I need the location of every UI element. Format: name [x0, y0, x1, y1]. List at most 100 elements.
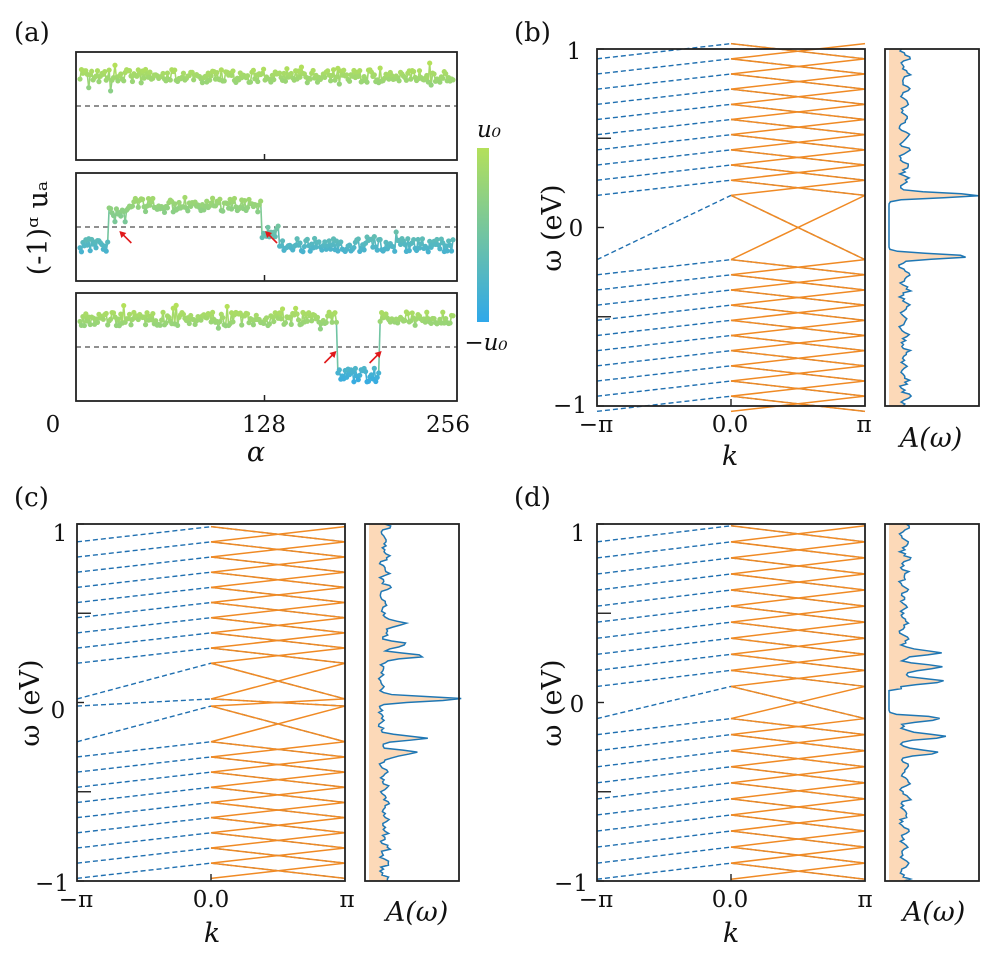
red-arrow-head — [119, 231, 127, 238]
data-point — [231, 195, 238, 202]
panel-d-band-frame — [596, 523, 866, 882]
colorbar — [477, 148, 489, 322]
data-point — [102, 243, 108, 249]
band-solid — [730, 557, 866, 575]
band-dashed — [596, 717, 732, 736]
dos-line — [377, 523, 462, 882]
data-point — [440, 75, 446, 81]
data-point — [355, 236, 361, 242]
data-point — [86, 85, 92, 91]
data-point — [182, 194, 188, 201]
panel-c-ytick-1: 1 — [53, 521, 68, 547]
data-point — [150, 195, 156, 202]
band-solid — [730, 73, 866, 90]
panel-b-xtick-neg-pi: −π — [579, 412, 613, 438]
data-point — [272, 234, 278, 240]
panel-a: (a) 0 128 256 α (-1)ᵅ uₐ u₀ −u₀ — [14, 18, 508, 468]
data-point — [102, 69, 108, 75]
data-point — [172, 67, 178, 73]
data-point — [277, 310, 283, 316]
band-dashed — [596, 42, 732, 60]
panel-a-frame-bottom — [75, 292, 458, 402]
band-solid — [210, 786, 346, 804]
band-solid — [730, 289, 866, 306]
data-point — [284, 66, 290, 72]
band-solid — [730, 846, 866, 864]
profile-segment — [175, 305, 179, 326]
panel-b-bands — [596, 42, 866, 413]
data-point — [310, 67, 316, 74]
band-dashed — [596, 605, 732, 623]
band-solid — [210, 662, 346, 700]
data-point — [317, 326, 324, 332]
data-point — [167, 77, 173, 83]
band-solid — [210, 832, 346, 849]
data-point — [142, 208, 149, 215]
data-point — [298, 64, 305, 70]
band-dashed — [76, 786, 212, 804]
data-point — [297, 240, 303, 246]
data-point — [115, 316, 121, 322]
data-point — [333, 319, 340, 325]
data-point — [322, 239, 328, 245]
panel-a-subplot-soliton-pair — [76, 302, 457, 385]
data-point — [428, 320, 434, 326]
panel-c-xtick-neg-pi: −π — [59, 887, 93, 913]
data-point — [107, 316, 114, 322]
band-dashed — [596, 782, 732, 800]
data-point — [418, 241, 424, 247]
data-point — [316, 239, 322, 245]
panel-c-xlabel: k — [204, 918, 220, 949]
panel-d-ylabel: ω (eV) — [537, 659, 568, 746]
data-point — [147, 69, 153, 75]
band-solid — [730, 88, 866, 106]
data-point — [128, 322, 134, 328]
band-solid — [730, 58, 866, 75]
panel-d-dos-frame — [884, 523, 980, 882]
data-point — [440, 309, 446, 315]
data-point — [383, 239, 389, 245]
data-point — [346, 242, 353, 248]
band-dashed — [76, 571, 212, 589]
band-solid — [730, 573, 866, 591]
band-dashed — [596, 525, 732, 543]
data-point — [373, 378, 379, 385]
data-point — [434, 236, 440, 243]
data-point — [121, 78, 127, 84]
data-point — [157, 322, 163, 328]
data-point — [186, 320, 192, 327]
data-point — [107, 88, 114, 94]
data-point — [437, 246, 443, 252]
data-point — [255, 78, 261, 85]
data-point — [84, 242, 90, 248]
data-point — [424, 309, 430, 315]
data-point — [450, 313, 456, 319]
band-dashed — [596, 653, 732, 672]
band-dashed — [76, 847, 212, 864]
data-point — [330, 67, 337, 73]
data-point — [148, 317, 154, 323]
band-solid — [730, 798, 866, 816]
data-point — [282, 320, 289, 326]
data-point — [424, 72, 430, 79]
data-point — [374, 247, 380, 253]
dos-fill — [369, 524, 462, 881]
data-point — [135, 204, 141, 210]
data-point — [250, 67, 256, 73]
band-dashed — [76, 617, 212, 634]
data-point — [374, 374, 380, 381]
band-dashed — [76, 705, 212, 743]
band-dashed — [596, 669, 732, 688]
panel-d-ytick-neg1: −1 — [554, 871, 588, 897]
data-point — [180, 70, 187, 76]
data-point — [164, 205, 171, 211]
panel-d-xtick-neg-pi: −π — [579, 887, 613, 913]
band-solid — [210, 541, 346, 558]
band-solid — [730, 830, 866, 848]
data-point — [129, 203, 136, 209]
data-point — [180, 311, 187, 317]
panel-a-frame-top — [75, 51, 458, 161]
panel-b-dos-frame — [884, 48, 980, 407]
panel-b-xtick-pi: π — [856, 412, 871, 438]
data-point — [335, 248, 341, 254]
